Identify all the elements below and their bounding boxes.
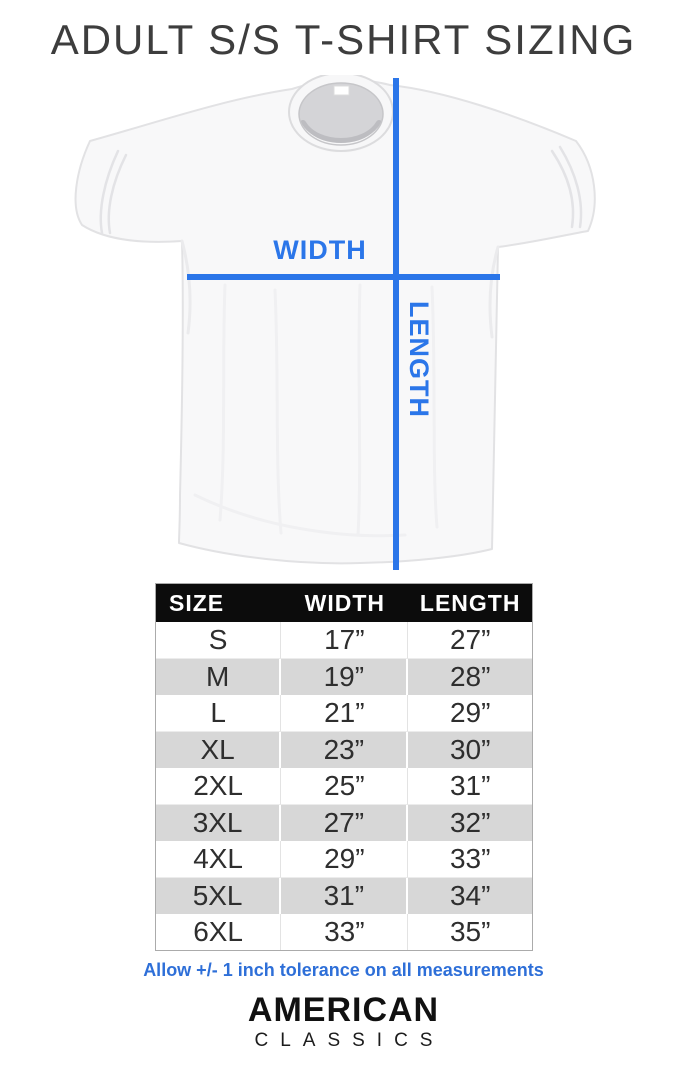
length-cell: 35” bbox=[408, 914, 532, 950]
size-cell: 2XL bbox=[156, 768, 282, 805]
size-cell: 6XL bbox=[156, 914, 282, 950]
table-row: 6XL 33” 35” bbox=[156, 914, 532, 950]
tolerance-note: Allow +/- 1 inch tolerance on all measur… bbox=[143, 960, 544, 980]
width-cell: 31” bbox=[281, 878, 409, 914]
length-cell: 32” bbox=[408, 805, 532, 841]
table-row: 2XL 25” 31” bbox=[156, 768, 532, 805]
length-cell: 31” bbox=[408, 768, 532, 805]
length-measure-line bbox=[393, 78, 399, 570]
header-size: SIZE bbox=[156, 584, 282, 622]
length-label: LENGTH bbox=[404, 301, 434, 418]
tshirt-graphic bbox=[74, 75, 596, 565]
length-cell: 30” bbox=[408, 732, 532, 768]
length-cell: 34” bbox=[408, 878, 532, 914]
width-cell: 19” bbox=[281, 659, 409, 695]
length-cell: 28” bbox=[408, 659, 532, 695]
table-row: L 21” 29” bbox=[156, 695, 532, 732]
length-cell: 33” bbox=[408, 841, 532, 878]
length-cell: 27” bbox=[408, 622, 532, 659]
brand-name: AMERICAN bbox=[247, 991, 440, 1029]
width-cell: 33” bbox=[281, 914, 409, 950]
length-cell: 29” bbox=[408, 695, 532, 732]
brand-logo: AMERICAN CLASSICS bbox=[0, 993, 687, 1052]
table-row: XL 23” 30” bbox=[156, 732, 532, 768]
size-cell: 4XL bbox=[156, 841, 282, 878]
page-title: ADULT S/S T-SHIRT SIZING bbox=[50, 16, 637, 63]
table-header-row: SIZE WIDTH LENGTH bbox=[156, 584, 532, 622]
size-cell: L bbox=[156, 695, 282, 732]
width-cell: 23” bbox=[281, 732, 409, 768]
brand-subname: CLASSICS bbox=[254, 1030, 445, 1051]
size-cell: XL bbox=[156, 732, 282, 768]
header-length: LENGTH bbox=[408, 584, 532, 622]
size-table: SIZE WIDTH LENGTH S 17” 27” M 19” 28” L bbox=[155, 583, 533, 951]
width-cell: 17” bbox=[281, 622, 409, 659]
header-width: WIDTH bbox=[281, 584, 409, 622]
size-cell: 3XL bbox=[156, 805, 282, 841]
width-cell: 21” bbox=[281, 695, 409, 732]
size-cell: 5XL bbox=[156, 878, 282, 914]
width-cell: 25” bbox=[281, 768, 409, 805]
width-label: WIDTH bbox=[273, 235, 367, 265]
table-row: M 19” 28” bbox=[156, 659, 532, 695]
size-cell: S bbox=[156, 622, 282, 659]
width-cell: 29” bbox=[281, 841, 409, 878]
size-cell: M bbox=[156, 659, 282, 695]
tshirt-diagram: WIDTH LENGTH bbox=[60, 75, 630, 575]
table-row: S 17” 27” bbox=[156, 622, 532, 659]
width-measure-line bbox=[187, 274, 500, 280]
table-row: 3XL 27” 32” bbox=[156, 805, 532, 841]
table-row: 4XL 29” 33” bbox=[156, 841, 532, 878]
table-row: 5XL 31” 34” bbox=[156, 878, 532, 914]
width-cell: 27” bbox=[281, 805, 409, 841]
